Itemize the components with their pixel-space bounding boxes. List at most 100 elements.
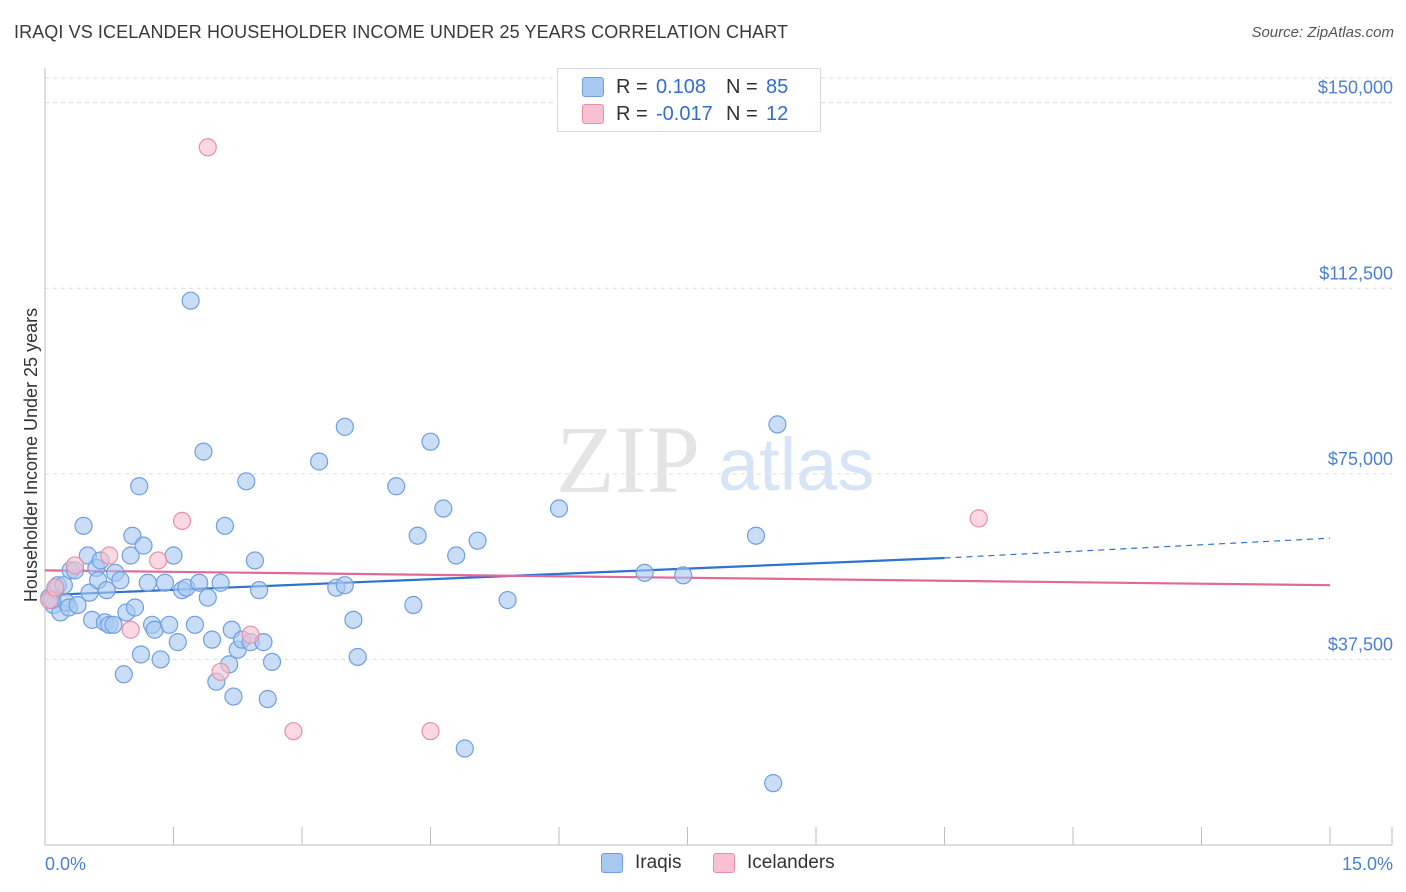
iraqi-point [250, 581, 269, 600]
legend-item-icelanders[interactable]: Icelanders [713, 852, 835, 874]
iraqi-point [215, 516, 234, 535]
iraqi-point [151, 650, 170, 669]
iraqi-point [114, 665, 133, 684]
iraqi-point [262, 652, 282, 672]
legend-n-value: 12 [766, 102, 789, 125]
iraqi-point [447, 546, 466, 565]
legend-r-label: R = [616, 75, 648, 98]
data-points [40, 138, 988, 793]
iraqi-point [387, 477, 406, 496]
iraqi-trend-extension [944, 537, 1331, 559]
legend-label-icelanders: Icelanders [747, 852, 835, 873]
iraqi-point [237, 472, 256, 491]
iraqi-point [125, 598, 145, 617]
legend-r-value: -0.017 [656, 102, 713, 125]
iraqi-point [121, 546, 140, 565]
iraqi-swatch [601, 853, 623, 873]
iraqi-point [185, 615, 205, 634]
iraqi-point [104, 615, 123, 634]
iraqi-point [408, 526, 427, 545]
series-legend: Iraqis Icelanders [0, 852, 1406, 878]
iraqi-point [224, 687, 243, 706]
iraqi-point [181, 291, 200, 310]
legend-label-iraqis: Iraqis [635, 852, 682, 873]
iraqi-point [310, 452, 329, 471]
iraqi-point [768, 415, 787, 434]
iraqi-point [198, 588, 217, 607]
iraqi-point [404, 595, 423, 615]
iraqi-point [138, 573, 157, 592]
iraqi-point [245, 551, 264, 570]
iraqi-point [764, 774, 783, 793]
y-tick-label: $37,500 [1328, 634, 1393, 654]
chart-title: IRAQI VS ICELANDER HOUSEHOLDER INCOME UN… [14, 22, 789, 42]
iraqi-point [335, 417, 354, 436]
x-tick-label: 15.0% [1342, 854, 1393, 874]
icelander-point [148, 551, 168, 570]
y-tick-label: $150,000 [1318, 78, 1393, 98]
tick-labels: $37,500 $75,000 $112,500 $150,000 0.0% 15.0% [45, 78, 1393, 874]
icelander-swatch [713, 853, 735, 873]
iraqi-point [344, 610, 363, 629]
y-axis-title: Householder Income Under 25 years [21, 308, 41, 602]
iraqi-point [421, 432, 440, 451]
legend-n-label: N = [726, 102, 758, 125]
correlation-legend: R = 0.108 N = 85 R = -0.017 N = 12 [557, 68, 821, 132]
x-tick-label: 0.0% [45, 854, 86, 874]
icelander-point [421, 722, 440, 741]
iraqi-point [455, 739, 474, 758]
iraqi-point [134, 536, 153, 555]
legend-n-value: 85 [766, 75, 789, 98]
icelander-point [241, 625, 260, 644]
icelander-point [969, 509, 988, 528]
icelander-point [65, 556, 85, 575]
iraqi-point [74, 516, 93, 535]
watermark-atlas: atlas [718, 423, 874, 506]
legend-row-iraqis: R = 0.108 N = 85 [582, 74, 788, 100]
iraqi-point [549, 499, 569, 518]
iraqi-point [131, 645, 151, 664]
iraqi-point [160, 615, 179, 634]
iraqi-point [335, 576, 354, 595]
iraqi-point [211, 573, 230, 592]
icelander-point [198, 138, 217, 157]
iraqi-point [164, 546, 183, 565]
iraqi-point [155, 573, 175, 592]
iraqi-point [194, 442, 213, 461]
icelander-point [46, 578, 65, 597]
iraqi-point [468, 531, 487, 550]
trend-lines [44, 537, 1331, 597]
watermark-zip: ZIP [556, 406, 700, 513]
iraqi-point [190, 573, 209, 592]
icelander-point [211, 662, 230, 681]
legend-r-label: R = [616, 102, 648, 125]
icelander-point [100, 546, 119, 565]
iraqi-point [498, 590, 517, 610]
legend-item-iraqis[interactable]: Iraqis [601, 852, 681, 874]
iraqi-point [130, 477, 149, 496]
iraqi-point [434, 499, 453, 518]
icelander-swatch [582, 104, 604, 124]
iraqi-point [68, 595, 87, 615]
y-tick-label: $112,500 [1319, 263, 1393, 283]
iraqi-point [746, 526, 766, 545]
iraqi-point [97, 581, 116, 600]
iraqi-point [258, 689, 277, 709]
icelander-point [121, 620, 140, 639]
icelander-point [284, 722, 303, 741]
source-label: Source: ZipAtlas.com [1251, 24, 1394, 41]
axes [44, 68, 1393, 846]
legend-n-label: N = [726, 75, 758, 98]
iraqi-point [168, 633, 187, 652]
icelander-point [172, 511, 192, 530]
iraqi-point [202, 630, 222, 649]
iraqi-point [348, 647, 367, 667]
iraqi-swatch [582, 77, 604, 97]
watermark: ZIP atlas [556, 406, 874, 513]
legend-r-value: 0.108 [656, 75, 707, 98]
iraqi-point [111, 571, 130, 590]
legend-row-icelanders: R = -0.017 N = 12 [582, 101, 788, 127]
iraqi-point [674, 566, 693, 585]
iraqi-point [635, 563, 654, 582]
